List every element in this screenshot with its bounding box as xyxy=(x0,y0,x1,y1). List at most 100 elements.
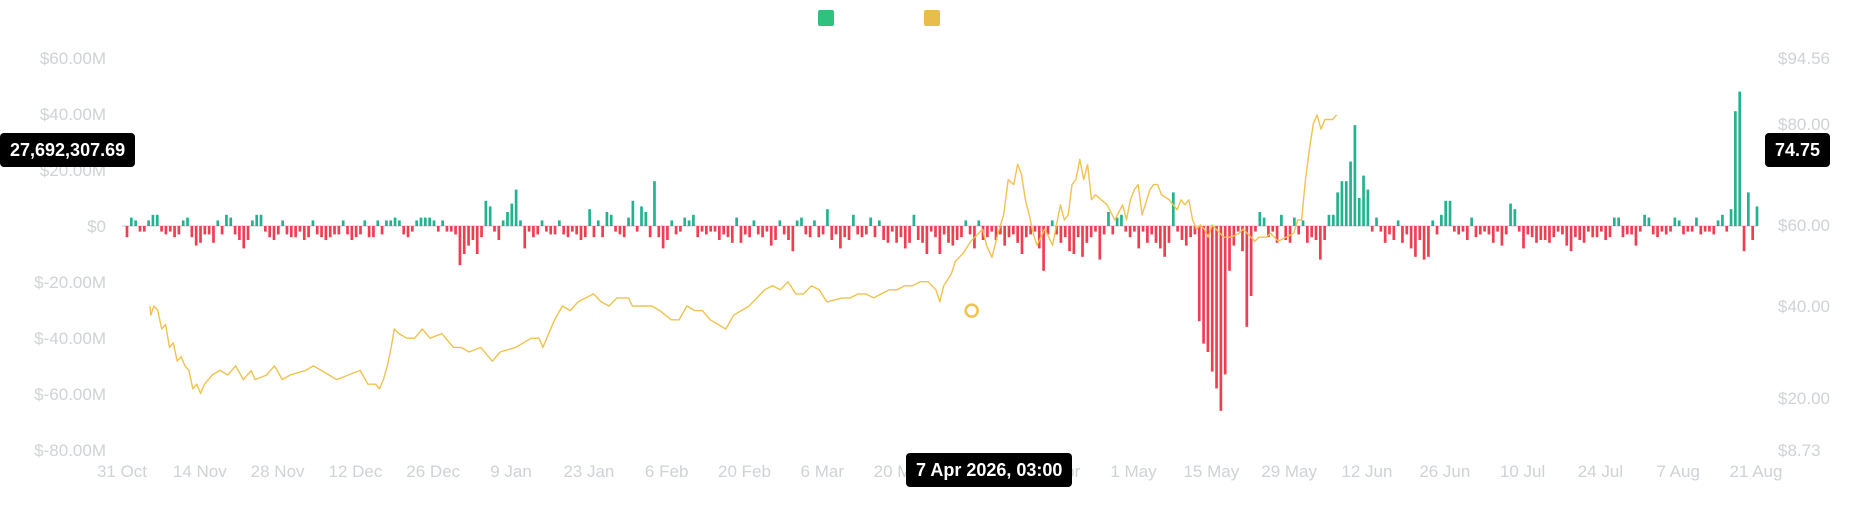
outflow-bar xyxy=(882,226,885,240)
inflow-bar xyxy=(1280,214,1283,226)
x-tick-label: 26 Dec xyxy=(406,462,460,481)
outflow-bar xyxy=(1725,226,1729,232)
outflow-bar xyxy=(1517,226,1521,232)
outflow-bar xyxy=(1638,226,1642,232)
inflow-bar xyxy=(1716,220,1720,226)
outflow-bar xyxy=(333,226,336,235)
outflow-bar xyxy=(1033,226,1037,232)
outflow-bar xyxy=(1124,226,1128,232)
outflow-bar xyxy=(575,226,578,235)
outflow-bar xyxy=(787,226,790,240)
outflow-bar xyxy=(1085,226,1089,243)
outflow-bar xyxy=(1167,226,1171,243)
outflow-bar xyxy=(705,226,708,235)
outflow-bar xyxy=(1003,226,1007,246)
outflow-bar xyxy=(285,226,289,235)
outflow-bar xyxy=(1608,226,1612,238)
outflow-bar xyxy=(1530,226,1534,238)
right-tick-label: $40.00 xyxy=(1778,297,1830,316)
outflow-bar xyxy=(804,226,808,235)
x-tick-label: 6 Mar xyxy=(801,462,845,481)
inflow-bar xyxy=(1747,192,1750,226)
right-tick-label: $8.73 xyxy=(1778,441,1821,460)
outflow-bar xyxy=(1189,226,1192,238)
outflow-bar xyxy=(467,226,470,246)
outflow-bar xyxy=(302,226,306,240)
outflow-bar xyxy=(1669,226,1672,232)
legend-price-swatch[interactable] xyxy=(924,10,940,26)
inflow-bar xyxy=(813,220,816,226)
inflow-bar xyxy=(1357,198,1361,226)
inflow-bar xyxy=(216,220,220,226)
outflow-bar xyxy=(449,226,453,232)
inflow-bar xyxy=(514,189,518,226)
outflow-bar xyxy=(1012,226,1015,235)
inflow-bar xyxy=(155,214,159,226)
outflow-bar xyxy=(821,226,825,235)
outflow-bar xyxy=(921,226,924,243)
flow-bars xyxy=(125,91,1759,411)
outflow-bar xyxy=(246,226,250,240)
inflow-bar xyxy=(506,212,509,226)
inflow-bar xyxy=(1440,214,1443,226)
outflow-bar xyxy=(207,226,211,235)
outflow-bar xyxy=(765,226,769,232)
outflow-bar xyxy=(713,226,717,232)
inflow-bar xyxy=(1448,200,1452,226)
outflow-bar xyxy=(1379,226,1383,232)
right-tick-label: $20.00 xyxy=(1778,389,1830,408)
inflow-bar xyxy=(653,181,656,226)
outflow-bar xyxy=(1465,226,1469,240)
outflow-bar xyxy=(700,226,704,232)
outflow-bar xyxy=(1184,226,1188,246)
outflow-bar xyxy=(1457,226,1461,235)
outflow-bar xyxy=(411,226,414,232)
outflow-bar xyxy=(808,226,812,238)
outflow-bar xyxy=(142,226,146,232)
inflow-bar xyxy=(134,220,137,226)
outflow-bar xyxy=(938,226,942,254)
outflow-bar xyxy=(834,226,838,235)
inflow-bar xyxy=(419,217,423,226)
inflow-bar xyxy=(852,214,855,226)
inflow-bar xyxy=(441,220,444,226)
outflow-bar xyxy=(990,226,994,232)
outflow-bar xyxy=(1180,226,1184,240)
crosshair-right-value-badge: 74.75 xyxy=(1765,133,1831,167)
x-tick-label: 14 Nov xyxy=(173,462,227,481)
inflow-bar xyxy=(423,217,427,226)
outflow-bar xyxy=(618,226,622,235)
outflow-bar xyxy=(1578,226,1582,240)
outflow-bar xyxy=(1556,226,1560,232)
inflow-bar xyxy=(229,217,233,226)
outflow-bar xyxy=(1275,226,1279,243)
inflow-bar xyxy=(488,206,492,226)
inflow-bar xyxy=(1171,192,1175,226)
inflow-bar xyxy=(311,220,315,226)
outflow-bar xyxy=(1215,226,1218,389)
price-line xyxy=(149,114,1338,395)
outflow-bar xyxy=(337,226,341,235)
outflow-bar xyxy=(1392,226,1396,240)
outflow-bar xyxy=(1163,226,1167,257)
outflow-bar xyxy=(860,226,864,238)
outflow-bar xyxy=(562,226,566,235)
outflow-bar xyxy=(908,226,911,243)
price-series-line xyxy=(149,114,1338,395)
outflow-bar xyxy=(1651,226,1655,235)
outflow-bar xyxy=(212,226,215,243)
inflow-bar xyxy=(1331,214,1335,226)
outflow-bar xyxy=(380,226,384,235)
outflow-bar xyxy=(570,226,574,232)
legend-flow-swatch[interactable] xyxy=(818,10,834,26)
outflow-bar xyxy=(480,226,483,238)
inflow-bar xyxy=(877,220,881,226)
outflow-bar xyxy=(458,226,462,266)
inflow-bar xyxy=(1513,209,1517,226)
outflow-bar xyxy=(346,226,349,235)
right-tick-label: $60.00 xyxy=(1778,216,1830,235)
x-tick-label: 12 Dec xyxy=(328,462,382,481)
outflow-bar xyxy=(264,226,267,232)
x-tick-label: 26 Jun xyxy=(1419,462,1470,481)
outflow-bar xyxy=(168,226,172,232)
